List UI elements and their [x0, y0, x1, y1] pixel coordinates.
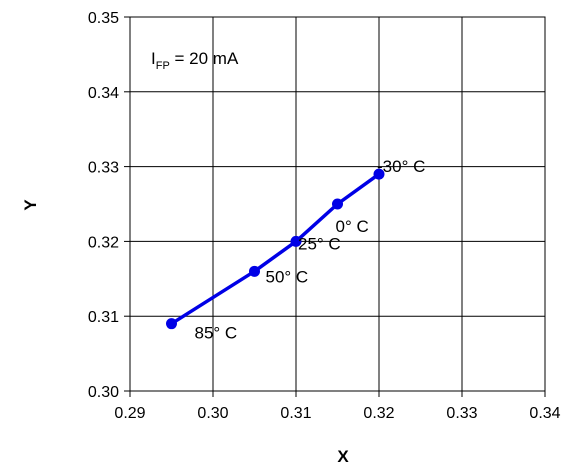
data-point: [249, 265, 260, 277]
x-tick-label: 0.30: [197, 405, 228, 422]
data-point: [332, 198, 343, 210]
x-tick-label: 0.29: [114, 405, 145, 422]
data-point-label: -30° C: [377, 157, 425, 176]
annotation: IFP = 20 mA: [151, 49, 239, 72]
y-axis-title: Y: [21, 199, 40, 211]
plot-area-border: [129, 16, 546, 392]
x-tick-label: 0.32: [363, 405, 394, 422]
y-tick-label: 0.32: [88, 234, 119, 251]
data-points: [166, 168, 385, 330]
x-axis-ticks: 0.29 0.30 0.31 0.32 0.33 0.34: [114, 391, 561, 422]
y-tick-label: 0.35: [88, 10, 119, 27]
point-labels: 85° C 50° C 25° C0° C -30° C: [195, 157, 426, 343]
data-point-label: 85° C: [195, 324, 238, 343]
data-point: [166, 318, 177, 330]
grid-lines: [130, 17, 545, 391]
x-tick-label: 0.33: [446, 405, 477, 422]
data-point-label: 50° C: [266, 267, 309, 286]
data-point: [373, 168, 385, 180]
annotation-main: I: [151, 49, 156, 68]
x-axis-title: X: [337, 447, 349, 466]
data-point-label: 0° C: [336, 217, 369, 236]
series-line: [169, 172, 381, 326]
x-tick-label: 0.34: [529, 405, 560, 422]
y-tick-label: 0.34: [88, 85, 119, 102]
x-tick-label: 0.31: [280, 405, 311, 422]
y-axis-ticks: 0.30 0.31 0.32 0.33 0.34 0.35: [88, 10, 130, 401]
data-point: [290, 235, 302, 247]
annotation-subscript: FP: [156, 60, 170, 72]
y-tick-label: 0.30: [88, 384, 119, 401]
data-point-label: 25° C: [298, 234, 341, 253]
y-tick-label: 0.31: [88, 309, 119, 326]
y-tick-label: 0.33: [88, 160, 119, 177]
annotation-rest: = 20 mA: [170, 49, 239, 68]
